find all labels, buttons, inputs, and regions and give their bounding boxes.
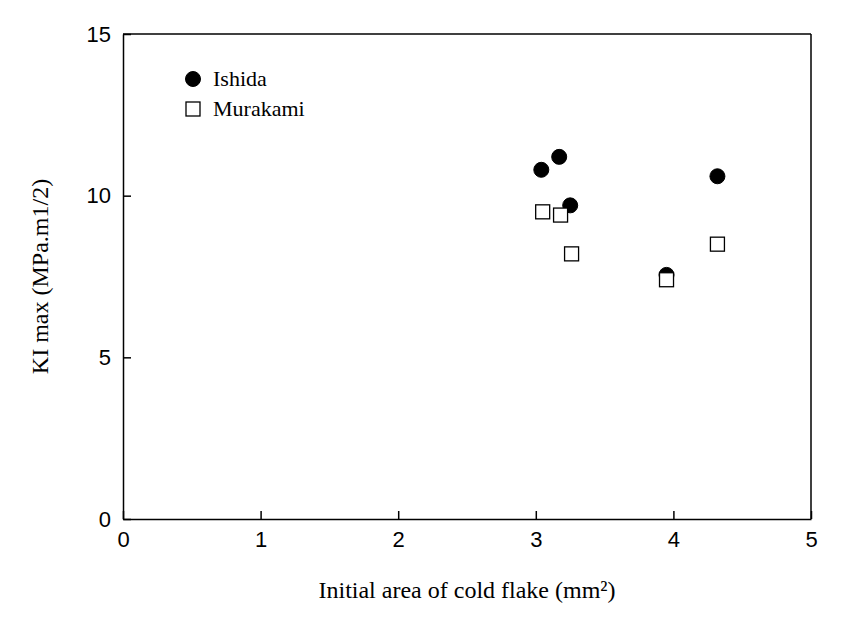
legend-label: Ishida — [213, 66, 267, 91]
y-axis: 0 5 10 15 — [87, 22, 131, 532]
x-tick-label: 5 — [805, 527, 817, 552]
y-tick-mark — [123, 357, 131, 359]
frame — [123, 33, 811, 35]
x-tick-mark — [811, 511, 813, 519]
y-tick: 0 — [99, 507, 131, 532]
x-tick: 3 — [530, 511, 542, 552]
y-tick: 5 — [99, 345, 131, 370]
y-tick-label: 5 — [99, 345, 111, 370]
plot: 0 1 2 3 4 5 0 5 10 15 Ishida Murakami — [87, 22, 818, 552]
x-tick-mark — [260, 511, 262, 519]
y-tick: 15 — [87, 22, 131, 47]
y-tick-mark — [123, 34, 131, 36]
point — [710, 169, 725, 184]
x-tick-label: 3 — [530, 527, 542, 552]
y-axis-title: KI max (MPa.m1/2) — [27, 179, 53, 374]
x-axis: 0 1 2 3 4 5 — [117, 511, 817, 552]
legend-marker — [186, 102, 200, 116]
x-tick: 2 — [393, 511, 405, 552]
x-tick-mark — [536, 511, 538, 519]
legend-marker — [186, 72, 201, 87]
frame — [810, 34, 812, 519]
point — [534, 162, 549, 177]
x-tick-mark — [398, 511, 400, 519]
y-tick-mark — [123, 195, 131, 197]
y-tick-label: 15 — [87, 22, 111, 47]
x-tick: 4 — [668, 511, 680, 552]
x-axis-title: Initial area of cold flake (mm²) — [318, 577, 615, 603]
x-tick: 5 — [805, 511, 817, 552]
point — [660, 273, 674, 287]
legend: Ishida Murakami — [186, 66, 305, 121]
y-tick-label: 0 — [99, 507, 111, 532]
points — [534, 149, 725, 286]
y-tick-label: 10 — [87, 183, 111, 208]
x-tick-label: 4 — [668, 527, 680, 552]
legend-label: Murakami — [213, 96, 305, 121]
x-tick-mark — [673, 511, 675, 519]
x-tick-label: 0 — [117, 527, 129, 552]
chart: 0 1 2 3 4 5 0 5 10 15 Ishida Murakami Initial area o… — [0, 0, 841, 620]
y-axis-line — [123, 35, 125, 520]
x-tick-label: 2 — [393, 527, 405, 552]
x-tick-label: 1 — [255, 527, 267, 552]
point — [710, 237, 724, 251]
x-axis-line — [124, 519, 812, 521]
y-tick: 10 — [87, 183, 131, 208]
point — [554, 208, 568, 222]
point — [536, 205, 550, 219]
point — [552, 149, 567, 164]
x-tick: 1 — [255, 511, 267, 552]
y-tick-mark — [123, 519, 131, 521]
point — [565, 247, 579, 261]
